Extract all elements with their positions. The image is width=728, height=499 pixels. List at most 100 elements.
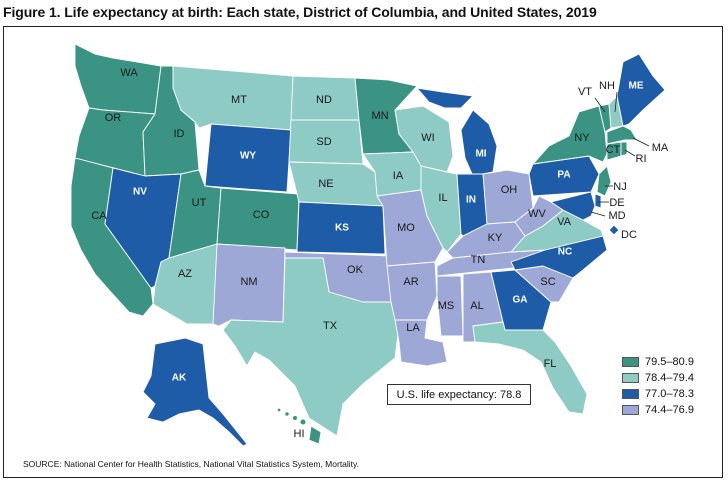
label-TX: TX [323, 320, 338, 332]
label-NH: NH [599, 80, 615, 92]
label-NY: NY [574, 132, 590, 144]
leader-VT [594, 97, 606, 113]
us-map: WA OR CA ID NV MT WY UT AZ CO NM ND SD N… [70, 43, 669, 447]
label-NC: NC [558, 247, 572, 258]
label-MO: MO [397, 222, 415, 234]
label-CT: CT [606, 144, 621, 156]
leader-NH [614, 91, 618, 113]
state-ME [616, 53, 666, 127]
label-NM: NM [240, 276, 257, 288]
label-HI: HI [294, 428, 305, 440]
label-SC: SC [540, 276, 555, 288]
label-RI: RI [636, 153, 647, 165]
label-NE: NE [318, 178, 333, 190]
state-DE [594, 193, 602, 209]
state-MA [606, 125, 638, 145]
label-PA: PA [557, 170, 570, 181]
state-AK [142, 337, 248, 447]
state-MS [436, 275, 464, 337]
label-MD: MD [608, 210, 625, 222]
state-TX [222, 257, 400, 437]
legend: 79.5–80.9 78.4–79.4 77.0–78.3 74.4–76.9 [622, 354, 694, 418]
label-KY: KY [488, 232, 503, 244]
state-WY [204, 123, 292, 193]
label-NV: NV [133, 187, 147, 198]
state-MI [460, 109, 498, 177]
label-OK: OK [347, 264, 364, 276]
state-RI [620, 141, 628, 157]
label-CO: CO [253, 209, 270, 221]
state-WV [514, 195, 564, 237]
label-FL: FL [544, 358, 557, 370]
label-WV: WV [528, 208, 546, 220]
legend-label: 74.4–76.9 [645, 404, 694, 416]
label-CA: CA [91, 210, 107, 222]
state-DC [608, 224, 620, 236]
legend-item: 78.4–79.4 [622, 370, 694, 386]
legend-swatch [622, 389, 639, 399]
figure-title: Figure 1. Life expectancy at birth: Each… [3, 4, 597, 20]
leader-MD [590, 211, 606, 217]
label-IA: IA [393, 170, 404, 182]
label-IL: IL [438, 192, 447, 204]
label-WI: WI [421, 132, 434, 144]
hawaii-island-3 [284, 411, 290, 417]
label-GA: GA [513, 295, 528, 306]
state-LA [394, 319, 448, 367]
hawaii-island-4 [276, 407, 282, 413]
label-OR: OR [105, 112, 122, 124]
state-NY [532, 105, 608, 165]
label-ID: ID [174, 128, 185, 140]
label-TN: TN [471, 254, 486, 266]
state-WA [74, 43, 162, 115]
legend-label: 79.5–80.9 [645, 356, 694, 368]
label-LA: LA [406, 322, 420, 334]
state-FL [472, 321, 588, 415]
state-KS [296, 201, 386, 255]
state-HI [308, 425, 322, 445]
label-KS: KS [335, 223, 349, 234]
label-SD: SD [316, 136, 331, 148]
label-MN: MN [371, 110, 388, 122]
label-AZ: AZ [178, 268, 192, 280]
legend-item: 74.4–76.9 [622, 402, 694, 418]
label-DC: DC [621, 229, 637, 241]
legend-label: 77.0–78.3 [645, 388, 694, 400]
legend-item: 77.0–78.3 [622, 386, 694, 402]
leader-MA [632, 137, 650, 147]
legend-item: 79.5–80.9 [622, 354, 694, 370]
label-ME: ME [629, 81, 644, 92]
label-NJ: NJ [613, 181, 626, 193]
source-note: SOURCE: National Center for Health Stati… [23, 459, 360, 469]
state-AR [386, 261, 438, 321]
label-WY: WY [240, 151, 256, 162]
label-MA: MA [652, 142, 669, 154]
state-MD [550, 191, 596, 221]
label-UT: UT [192, 197, 207, 209]
label-ND: ND [316, 94, 332, 106]
label-VT: VT [578, 86, 592, 98]
hawaii-island-1 [299, 418, 307, 426]
label-VA: VA [557, 216, 572, 228]
label-OH: OH [501, 184, 518, 196]
legend-swatch [622, 405, 639, 415]
legend-swatch [622, 357, 639, 367]
state-NJ [596, 165, 612, 197]
label-MI: MI [475, 149, 486, 160]
map-frame [3, 26, 723, 478]
label-DE: DE [609, 197, 624, 209]
legend-swatch [622, 373, 639, 383]
state-MI-UP [416, 87, 474, 109]
leader-RI [624, 149, 636, 157]
legend-label: 78.4–79.4 [645, 372, 694, 384]
us-life-expectancy-box: U.S. life expectancy: 78.8 [387, 384, 531, 405]
label-WA: WA [120, 67, 138, 79]
label-AL: AL [470, 300, 483, 312]
label-MT: MT [231, 94, 247, 106]
state-NE [288, 161, 384, 207]
label-IN: IN [466, 195, 476, 206]
hawaii-island-2 [292, 415, 298, 421]
label-AR: AR [403, 276, 418, 288]
label-AK: AK [172, 373, 187, 384]
label-MS: MS [438, 300, 455, 312]
